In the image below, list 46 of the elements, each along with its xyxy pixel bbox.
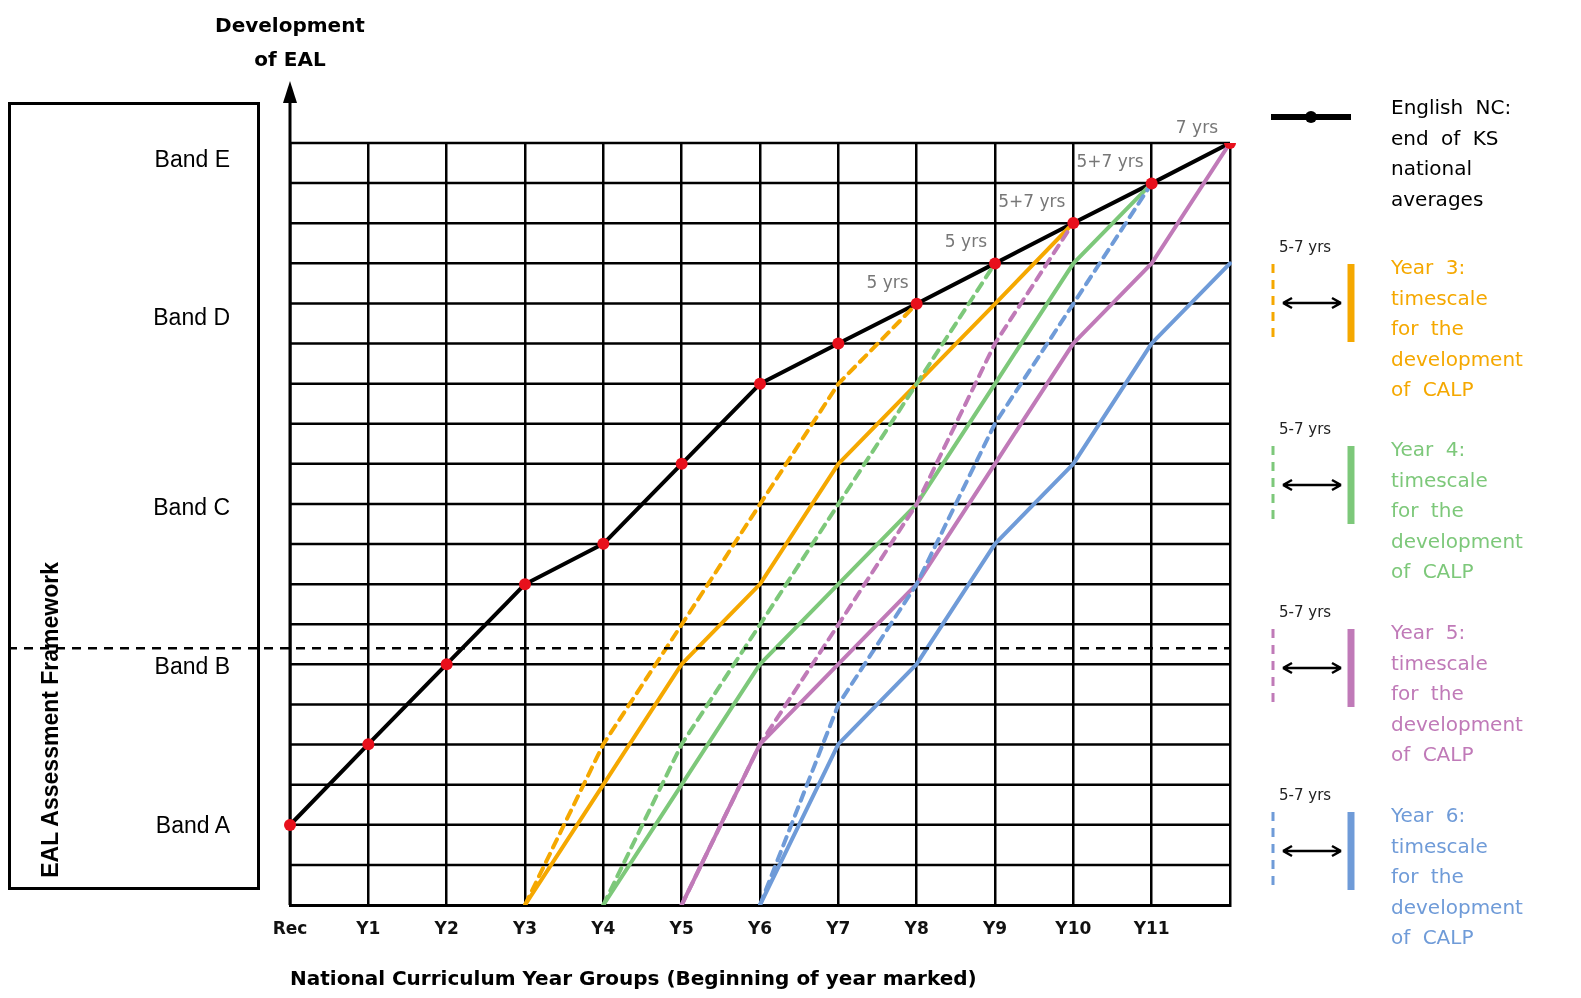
y-axis-title: Development of EAL <box>215 12 365 73</box>
text: Band E <box>153 146 230 173</box>
text: Year 5: timescale for the development of CALP <box>1391 619 1524 768</box>
x-axis-title: National Curriculum Year Groups (Beginning of year marked) <box>290 966 977 990</box>
x-tick-label: Y1 <box>355 917 381 938</box>
text: 5-7 yrs <box>1279 603 1332 621</box>
text: Year 6: timescale for the development of CALP <box>1391 802 1524 951</box>
text: Band D <box>152 304 230 331</box>
text: Year 3: timescale for the development of CALP <box>1391 254 1524 403</box>
text: Year 4: timescale for the development of CALP <box>1391 436 1524 585</box>
text: Band C <box>152 494 230 521</box>
x-tick-label: Y10 <box>1054 917 1092 938</box>
text: Band B <box>153 653 230 680</box>
text: Band A <box>154 812 230 839</box>
x-tick-label: Y7 <box>825 917 851 938</box>
x-tick-label: Y6 <box>746 917 773 938</box>
point <box>519 578 531 591</box>
point <box>597 537 610 550</box>
x-tick-label: Y3 <box>511 917 538 938</box>
text: 5-7 yrs <box>1279 238 1332 256</box>
x-tick-label: Y5 <box>668 917 694 938</box>
point <box>1145 177 1158 190</box>
point <box>675 457 688 470</box>
x-tick-label: Rec <box>272 917 308 938</box>
text: EAL Assessment Framework <box>36 562 64 878</box>
point <box>832 337 845 350</box>
x-tick-label: Y11 <box>1132 917 1170 938</box>
annotation: 5+7 yrs <box>1076 151 1144 172</box>
text: 5-7 yrs <box>1279 786 1332 804</box>
x-tick-label: Y9 <box>981 917 1008 938</box>
annotation: 5 yrs <box>866 271 909 292</box>
x-tick-label: Y8 <box>903 917 929 938</box>
legend-label: English NC: end of KS national averages <box>1391 94 1513 213</box>
text: 5-7 yrs <box>1279 420 1332 438</box>
point <box>284 818 296 831</box>
point <box>989 257 1001 270</box>
point <box>754 377 766 390</box>
point <box>910 297 923 310</box>
annotation: 5+7 yrs <box>998 190 1066 211</box>
x-tick-label: Y4 <box>590 917 616 938</box>
point <box>440 658 453 671</box>
point <box>1067 217 1080 230</box>
annotation: 5 yrs <box>944 231 988 252</box>
x-tick-label: Y2 <box>433 917 459 938</box>
point <box>362 738 375 751</box>
text: 7 yrs <box>1175 116 1219 137</box>
